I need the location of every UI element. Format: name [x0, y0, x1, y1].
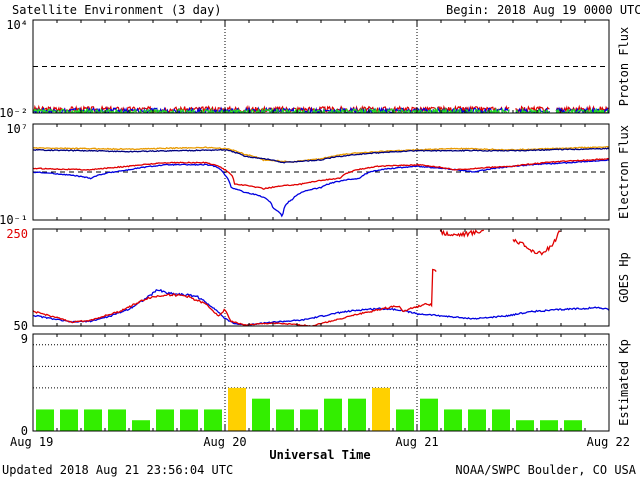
kp-bar — [372, 387, 390, 431]
panel-1: 10⁷ 10⁻¹ Electron Flux — [0, 122, 631, 227]
kp-bar — [540, 420, 558, 431]
kp-bar — [516, 420, 534, 431]
x-tick-label: Aug 20 — [203, 435, 246, 449]
x-tick-label: Aug 19 — [10, 435, 53, 449]
kp-bar — [276, 409, 294, 431]
plot-area — [33, 344, 609, 431]
kp-bar — [204, 409, 222, 431]
panel-2: 250 50 GOES Hp — [6, 227, 631, 333]
y-tick-label-top: 10⁷ — [6, 122, 28, 136]
kp-bar — [180, 409, 198, 431]
x-tick-label: Aug 22 — [587, 435, 630, 449]
kp-bar — [444, 409, 462, 431]
x-axis-label: Universal Time — [269, 448, 370, 462]
y-axis-label: GOES Hp — [617, 252, 631, 303]
x-tick-label: Aug 21 — [395, 435, 438, 449]
kp-bar — [156, 409, 174, 431]
kp-bar — [396, 409, 414, 431]
kp-bar — [564, 420, 582, 431]
series-line-2 — [555, 107, 609, 113]
panels: 10⁴ 10⁻² Proton Flux 10⁷ 10⁻¹ Electron Flux 25… — [0, 18, 631, 438]
kp-bar — [252, 398, 270, 431]
kp-bar — [60, 409, 78, 431]
series-line-2 — [439, 229, 484, 238]
kp-bar — [300, 409, 318, 431]
plot-area — [33, 66, 609, 113]
kp-bar — [468, 409, 486, 431]
y-axis-label: Estimated Kp — [617, 339, 631, 426]
series-line-1 — [555, 106, 609, 113]
y-tick-label-bottom: 10⁻¹ — [0, 213, 28, 227]
kp-bar — [492, 409, 510, 431]
series-line-0 — [33, 288, 609, 326]
series-line-0 — [555, 104, 609, 113]
series-line-0 — [33, 145, 609, 163]
x-axis-ticks: Aug 19 Aug 20 Aug 21 Aug 22 — [10, 435, 630, 449]
credit-text: NOAA/SWPC Boulder, CO USA — [455, 463, 636, 477]
y-tick-label-top: 10⁴ — [6, 18, 28, 32]
plot-area — [33, 145, 609, 218]
y-axis-label: Proton Flux — [617, 27, 631, 106]
y-axis-label: Electron Flux — [617, 125, 631, 219]
kp-bar — [108, 409, 126, 431]
series-line-2 — [33, 106, 510, 113]
kp-bar — [324, 398, 342, 431]
kp-bar — [132, 420, 150, 431]
kp-bar — [84, 409, 102, 431]
chart-title: Satellite Environment (3 day) — [12, 3, 222, 17]
y-tick-label-top: 9 — [21, 332, 28, 346]
series-line-3 — [512, 230, 561, 256]
kp-bar — [228, 387, 246, 431]
begin-label: Begin: — [446, 3, 489, 17]
plot-area — [33, 229, 609, 326]
y-tick-label-bottom: 0 — [21, 424, 28, 438]
updated-timestamp: Updated 2018 Aug 21 23:56:04 UTC — [2, 463, 233, 477]
panel-3: 9 0 Estimated Kp — [21, 332, 631, 438]
series-line-3 — [33, 147, 609, 164]
y-tick-label-bottom: 50 — [14, 319, 28, 333]
panel-0: 10⁴ 10⁻² Proton Flux — [0, 18, 631, 120]
kp-bar — [348, 398, 366, 431]
y-tick-label-top: 250 — [6, 227, 28, 241]
kp-bar — [36, 409, 54, 431]
kp-bar — [420, 398, 438, 431]
begin-value: 2018 Aug 19 0000 UTC — [497, 3, 640, 17]
series-line-2 — [33, 157, 609, 190]
series-line-1 — [33, 268, 437, 326]
y-tick-label-bottom: 10⁻² — [0, 106, 28, 120]
